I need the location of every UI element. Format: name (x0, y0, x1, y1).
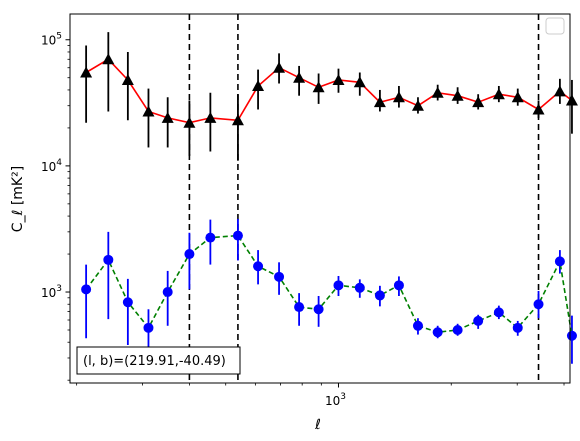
data-point-triangle (183, 116, 196, 128)
data-point-circle (393, 280, 404, 291)
data-point-circle (412, 320, 423, 331)
y-axis-label: C_ℓ [mK²] (10, 166, 26, 232)
data-point-circle (374, 290, 385, 301)
data-point-triangle (353, 76, 366, 88)
data-point-triangle (431, 86, 444, 98)
data-point-triangle (293, 71, 306, 83)
axes-frame (69, 13, 571, 384)
data-point-triangle (565, 94, 578, 106)
data-point-triangle (252, 79, 265, 91)
data-point-circle (533, 299, 544, 310)
data-point-circle (512, 322, 523, 333)
series-2 (81, 218, 577, 364)
data-point-circle (81, 284, 92, 295)
data-point-circle (554, 256, 565, 267)
data-point-triangle (273, 61, 286, 73)
data-point-triangle (231, 114, 244, 126)
data-point-triangle (472, 96, 485, 108)
data-point-circle (452, 324, 463, 335)
data-point-circle (294, 302, 305, 313)
data-point-circle (566, 330, 577, 341)
data-point-triangle (411, 99, 424, 111)
data-point-triangle (392, 91, 405, 103)
data-point-triangle (312, 81, 325, 93)
annotation-box: (l, b)=(219.91,-40.49) (76, 346, 241, 375)
data-point-circle (143, 322, 154, 333)
series-line (85, 234, 573, 336)
data-point-circle (184, 249, 195, 260)
data-point-triangle (142, 105, 155, 117)
annotation-text: (l, b)=(219.91,-40.49) (83, 354, 226, 369)
data-point-triangle (451, 89, 464, 101)
data-point-triangle (511, 91, 524, 103)
x-tick-label: 103 (325, 392, 346, 408)
data-point-triangle (332, 73, 345, 85)
data-point-triangle (532, 103, 545, 115)
data-point-triangle (102, 53, 115, 65)
data-point-triangle (80, 66, 93, 78)
y-tick-label: 103 (41, 284, 62, 300)
data-point-triangle (161, 111, 174, 123)
x-axis-label: ℓ (314, 417, 321, 433)
data-point-circle (205, 232, 216, 243)
data-point-triangle (553, 85, 566, 97)
plot-content (80, 14, 578, 383)
data-point-circle (432, 327, 443, 338)
y-tick-label: 105 (41, 32, 62, 48)
data-point-circle (274, 271, 285, 282)
data-point-triangle (121, 73, 134, 85)
data-point-circle (232, 230, 243, 241)
data-point-circle (493, 307, 504, 318)
data-point-triangle (373, 96, 386, 108)
data-point-circle (333, 280, 344, 291)
data-point-circle (253, 261, 264, 272)
data-point-circle (162, 287, 173, 298)
data-point-triangle (204, 111, 217, 123)
series-1 (80, 32, 578, 161)
y-tick-label: 104 (41, 158, 62, 174)
data-point-triangle (492, 88, 505, 100)
data-point-circle (103, 254, 114, 265)
data-point-circle (473, 315, 484, 326)
data-point-circle (122, 297, 133, 308)
annotation-frame (76, 346, 241, 375)
data-point-circle (354, 282, 365, 293)
legend-box (545, 17, 565, 35)
data-point-circle (313, 304, 324, 315)
